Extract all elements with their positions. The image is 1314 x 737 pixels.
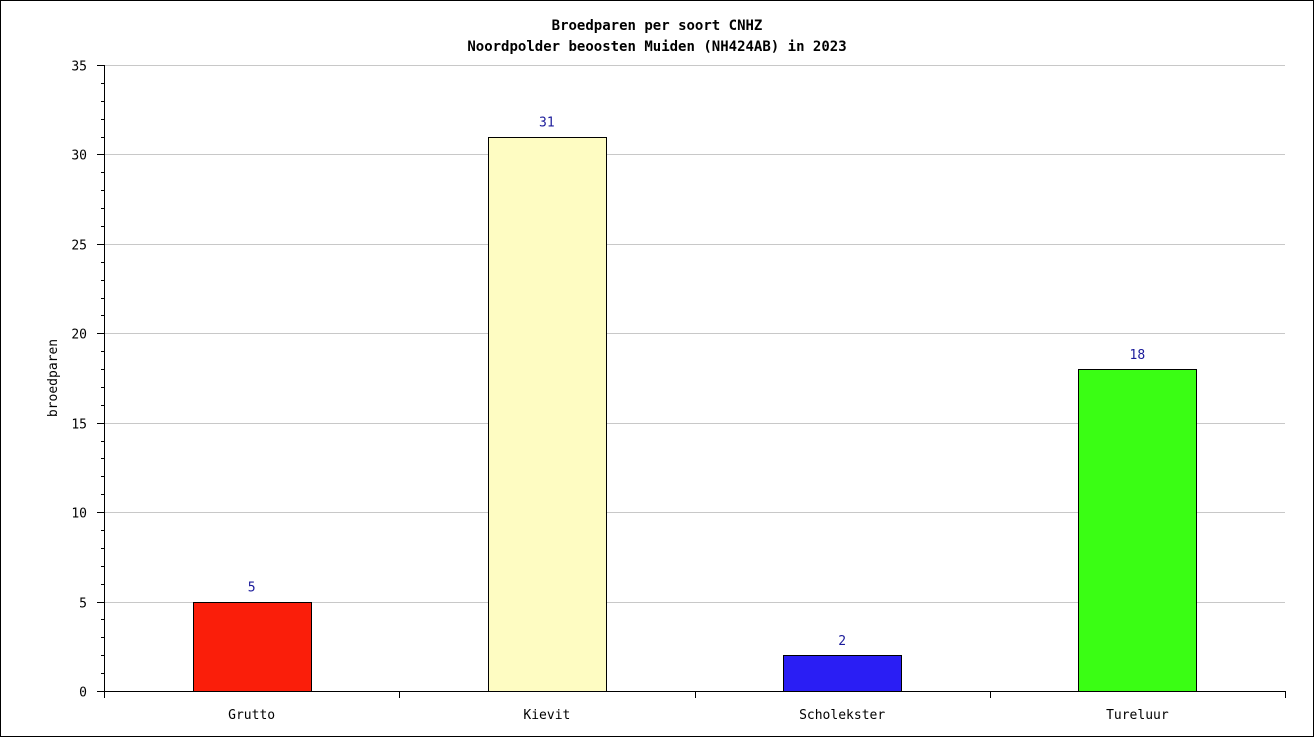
value-label: 5: [248, 581, 256, 596]
y-tick-label: 10: [71, 507, 87, 522]
bar-tureluur: [1078, 369, 1197, 692]
x-axis-ticks: Grutto Kievit Scholekster Tureluur: [104, 691, 1286, 723]
y-tick-label: 20: [71, 328, 87, 343]
bar-scholekster: [783, 655, 902, 692]
value-label: 31: [539, 116, 555, 131]
x-tick-label: Scholekster: [799, 708, 885, 723]
chart-subtitle: Noordpolder beoosten Muiden (NH424AB) in…: [467, 39, 846, 55]
y-tick-label: 0: [79, 686, 87, 701]
y-tick-label: 30: [71, 149, 87, 164]
bar-grutto: [193, 602, 312, 692]
x-tick-label: Tureluur: [1106, 708, 1169, 723]
y-tick-label: 15: [71, 418, 87, 433]
y-tick-label: 25: [71, 239, 87, 254]
y-tick-label: 35: [71, 60, 87, 75]
y-tick-label: 5: [79, 597, 87, 612]
x-tick-label: Grutto: [228, 708, 275, 723]
bar-kievit: [488, 137, 607, 692]
y-minor-ticks: [101, 83, 104, 674]
value-label: 18: [1130, 348, 1146, 363]
chart-title: Broedparen per soort CNHZ: [552, 18, 763, 34]
y-axis-ticks: 0 5 10 15 20 25 30 35: [71, 60, 104, 701]
bars: 5 31 2 18: [193, 116, 1197, 692]
value-label: 2: [838, 634, 846, 649]
y-axis-label: broedparen: [46, 339, 61, 417]
x-tick-label: Kievit: [523, 708, 570, 723]
